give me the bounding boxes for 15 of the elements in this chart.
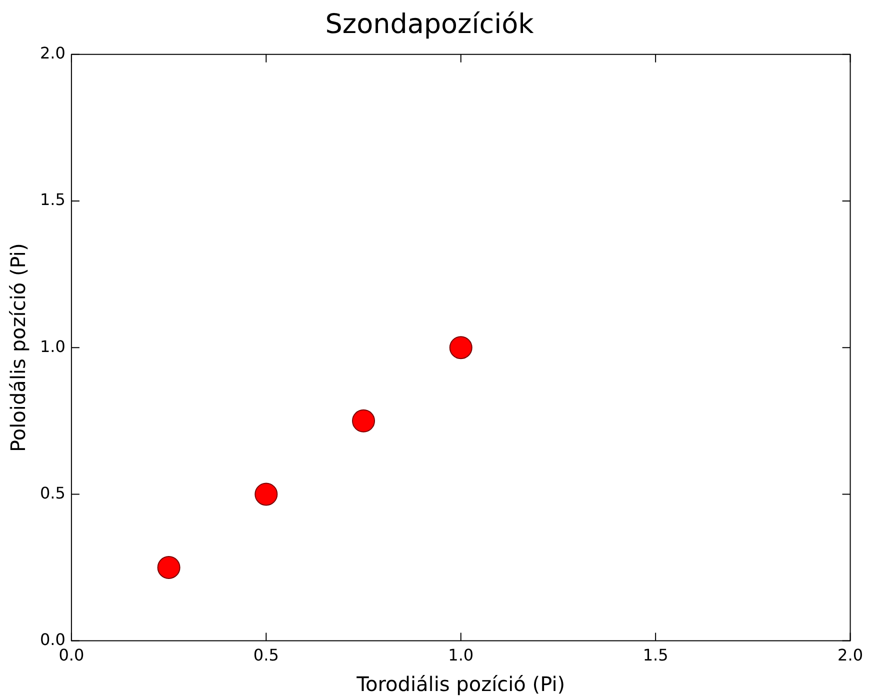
y-tick-label: 1.5 xyxy=(40,190,66,210)
point xyxy=(352,409,376,432)
x-axis-title: Torodiális pozíció (Pi) xyxy=(356,672,566,696)
x-tick-label: 2.0 xyxy=(838,646,864,665)
y-axis-title: Poloidális pozíció (Pi) xyxy=(6,243,30,452)
y-tick-label: 2.0 xyxy=(40,44,66,63)
y-tick-label: 1.0 xyxy=(40,336,66,356)
point xyxy=(254,482,278,506)
x-tick-label: 0.5 xyxy=(253,646,279,665)
point xyxy=(449,336,472,360)
x-tick-label: 1.0 xyxy=(448,646,474,665)
x-tick-label: 1.5 xyxy=(642,646,668,665)
chart-title: Szondapozíciók xyxy=(325,9,534,40)
y-tick-label: 0.5 xyxy=(40,483,66,502)
point xyxy=(157,556,180,579)
